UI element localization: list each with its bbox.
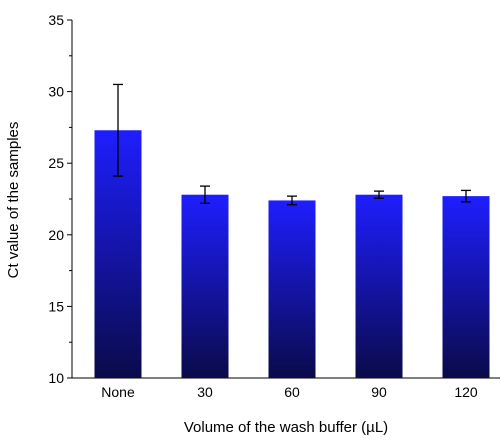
y-tick-label: 30 — [48, 84, 64, 100]
x-tick-label: 30 — [197, 384, 213, 400]
x-axis-title: Volume of the wash buffer (µL) — [184, 419, 388, 436]
bar — [268, 200, 316, 378]
x-tick-label: None — [101, 384, 135, 400]
bar — [181, 194, 229, 378]
x-tick-label: 90 — [371, 384, 387, 400]
y-tick-label: 25 — [48, 155, 64, 171]
y-axis-title: Ct value of the samples — [5, 122, 22, 279]
x-tick-label: 120 — [454, 384, 478, 400]
y-tick-label: 10 — [48, 370, 64, 386]
bar — [355, 194, 403, 378]
y-tick-label: 15 — [48, 298, 64, 314]
y-tick-label: 35 — [48, 12, 64, 28]
x-tick-label: 60 — [284, 384, 300, 400]
bar — [442, 196, 490, 378]
y-tick-label: 20 — [48, 227, 64, 243]
